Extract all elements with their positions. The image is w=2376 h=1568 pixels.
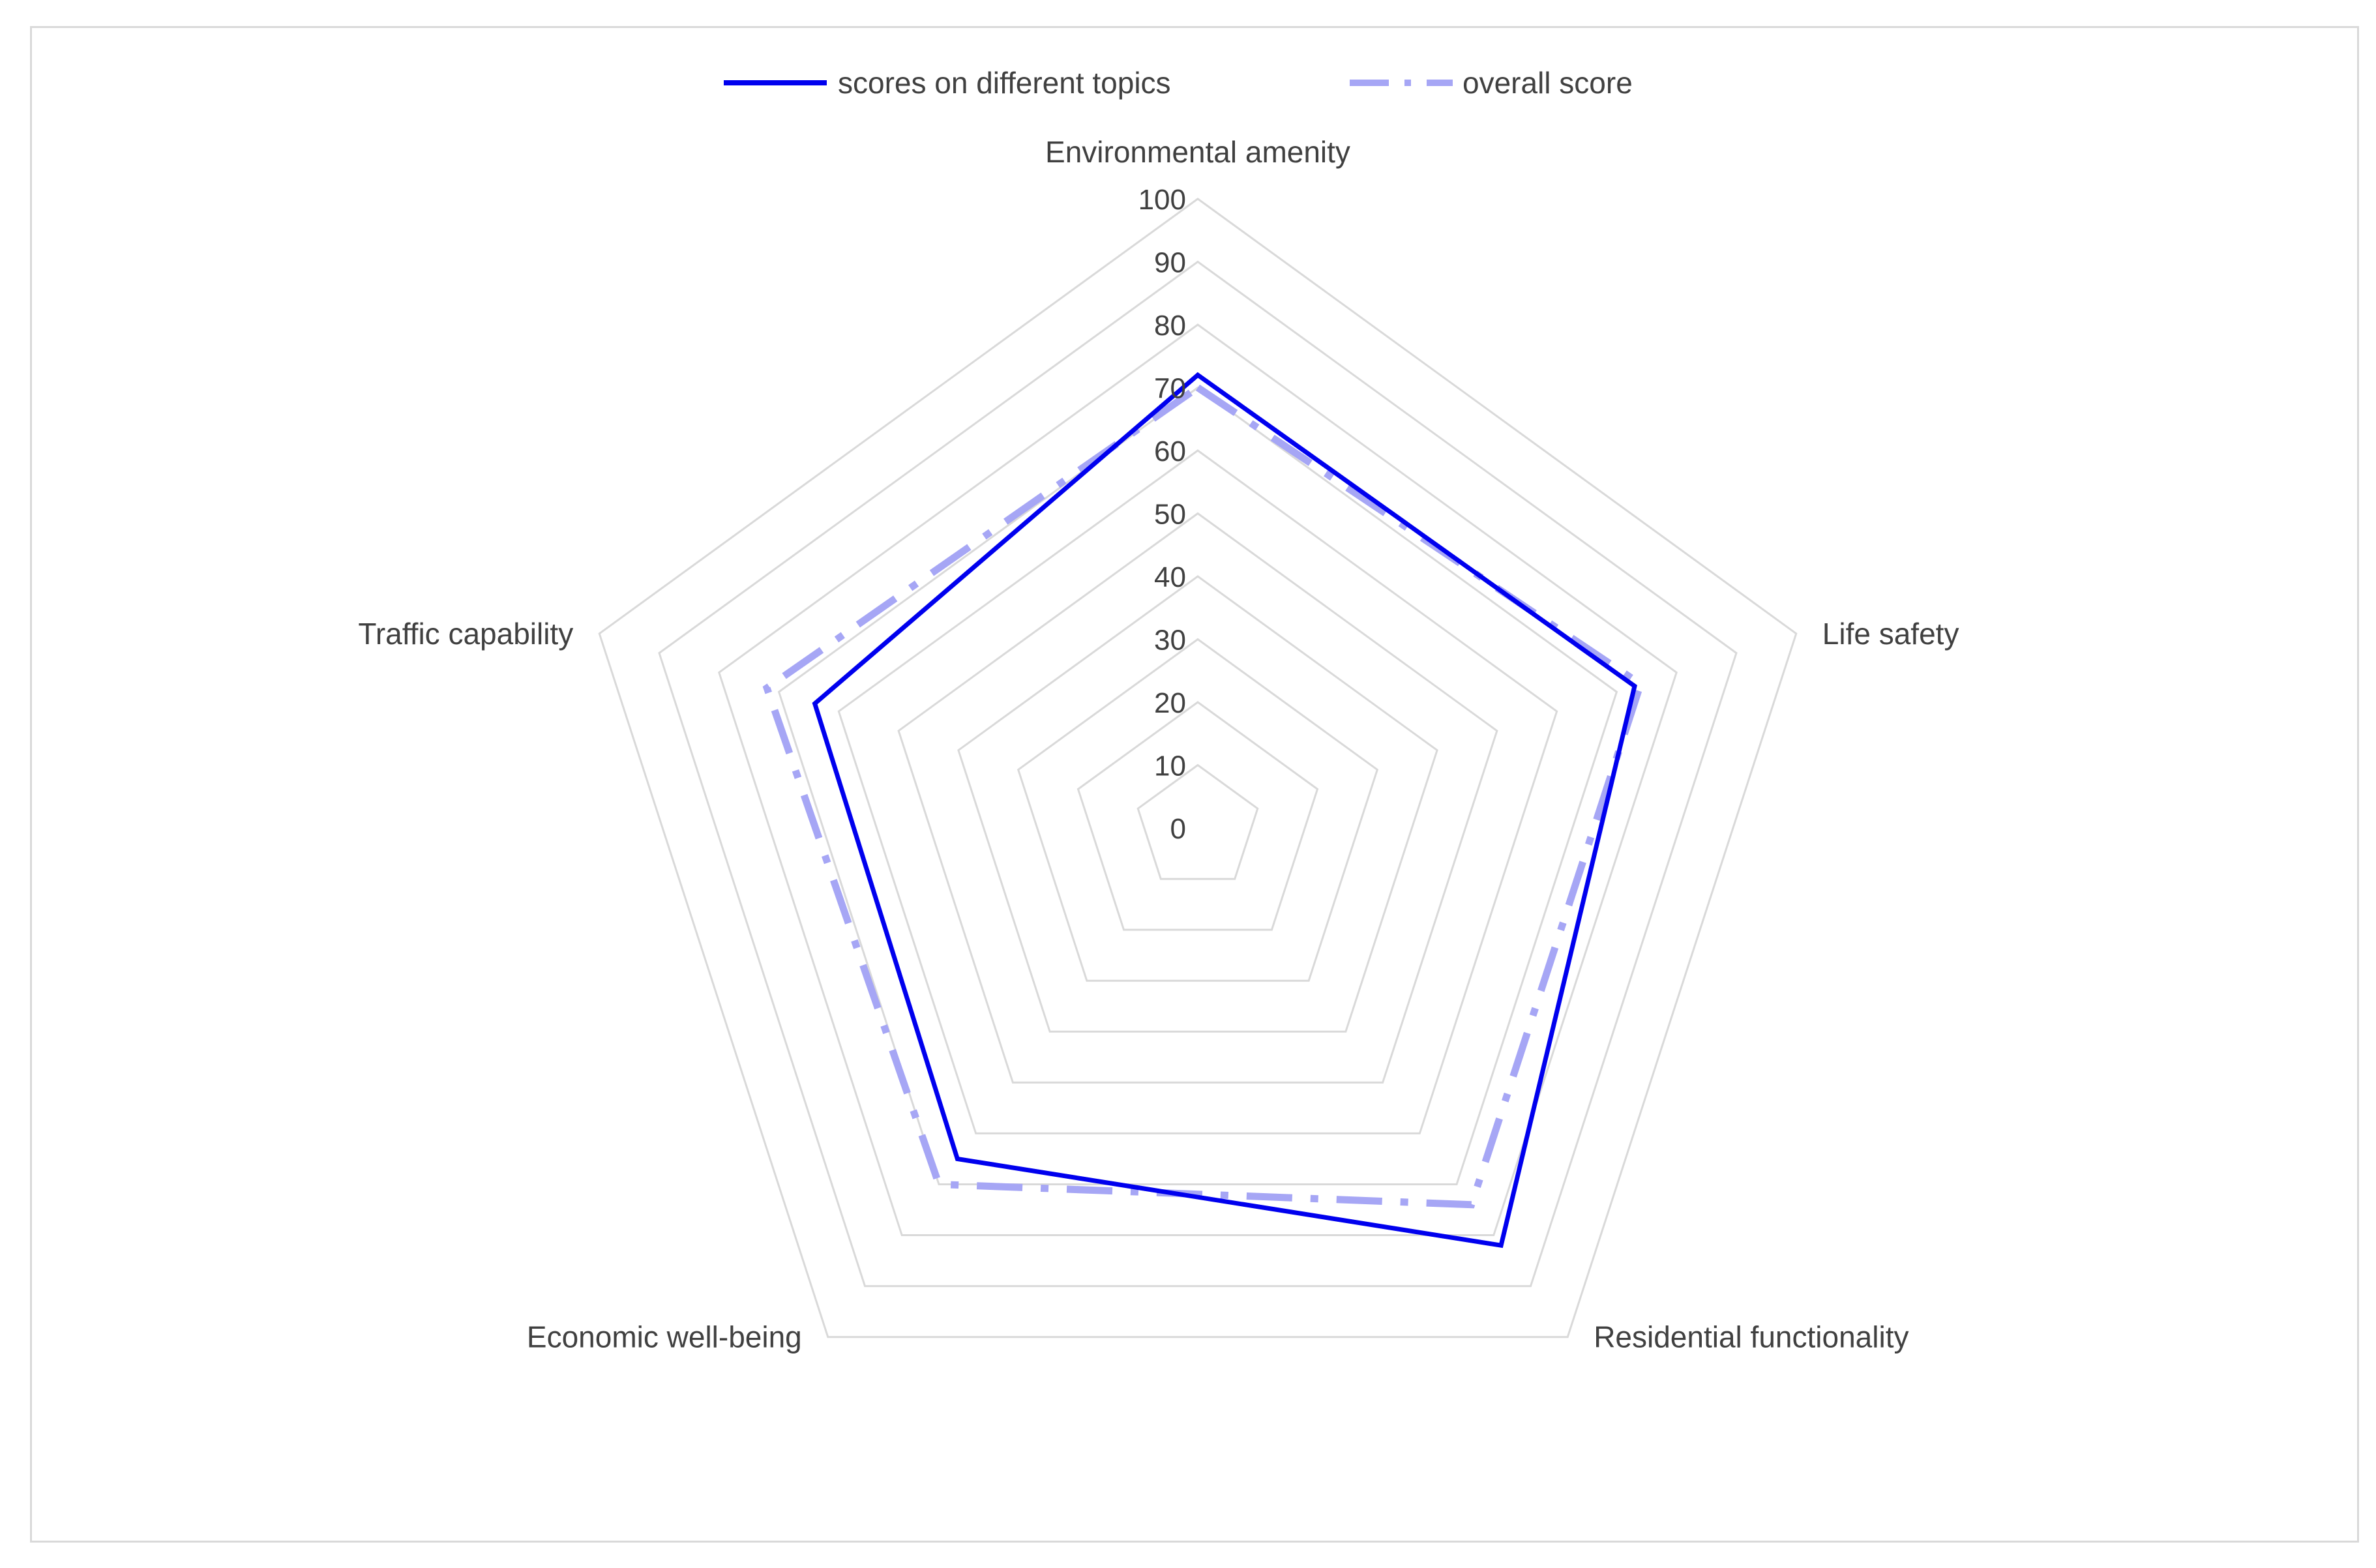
grid-ring-70 bbox=[777, 386, 1618, 1185]
tick-label-50: 50 bbox=[1154, 499, 1186, 531]
category-label-traffic-capability: Traffic capability bbox=[358, 617, 573, 651]
grid-ring-40 bbox=[957, 575, 1438, 1033]
grid-ring-30 bbox=[1017, 638, 1379, 982]
tick-label-60: 60 bbox=[1154, 436, 1186, 467]
category-label-economic-well-being: Economic well-being bbox=[527, 1320, 802, 1354]
tick-label-100: 100 bbox=[1138, 184, 1186, 216]
tick-label-20: 20 bbox=[1154, 687, 1186, 719]
series bbox=[762, 372, 1645, 1249]
series-line-overall-score bbox=[762, 383, 1645, 1209]
grid-ring-60 bbox=[837, 449, 1558, 1134]
legend: scores on different topics overall score bbox=[724, 66, 1633, 100]
tick-label-0: 0 bbox=[1170, 813, 1186, 845]
tick-label-40: 40 bbox=[1154, 561, 1186, 593]
tick-label-10: 10 bbox=[1154, 750, 1186, 782]
chart-frame bbox=[30, 26, 2359, 1543]
grid-ring-80 bbox=[718, 323, 1678, 1237]
tick-label-90: 90 bbox=[1154, 247, 1186, 279]
category-label-life-safety: Life safety bbox=[1822, 617, 1959, 651]
legend-label-overall: overall score bbox=[1463, 66, 1633, 100]
tick-labels: 0 10 20 30 40 50 60 70 80 90 100 bbox=[1138, 184, 1186, 845]
tick-label-80: 80 bbox=[1154, 310, 1186, 342]
category-label-environmental-amenity: Environmental amenity bbox=[1045, 135, 1350, 169]
grid-ring-10 bbox=[1136, 763, 1259, 880]
grid-ring-90 bbox=[658, 260, 1738, 1288]
grid-ring-50 bbox=[897, 512, 1498, 1084]
series-line-scores-on-different-topics bbox=[812, 372, 1637, 1249]
grid-ring-100 bbox=[598, 198, 1798, 1339]
grid bbox=[598, 198, 1798, 1339]
legend-item-overall: overall score bbox=[1350, 66, 1633, 100]
category-label-residential-functionality: Residential functionality bbox=[1594, 1320, 1908, 1354]
tick-label-30: 30 bbox=[1154, 625, 1186, 657]
grid-ring-20 bbox=[1077, 701, 1319, 931]
tick-label-70: 70 bbox=[1154, 373, 1186, 405]
legend-item-scores: scores on different topics bbox=[724, 66, 1171, 100]
category-labels: Environmental amenity Life safety Resident… bbox=[358, 135, 1959, 1354]
legend-label-scores: scores on different topics bbox=[838, 66, 1171, 100]
